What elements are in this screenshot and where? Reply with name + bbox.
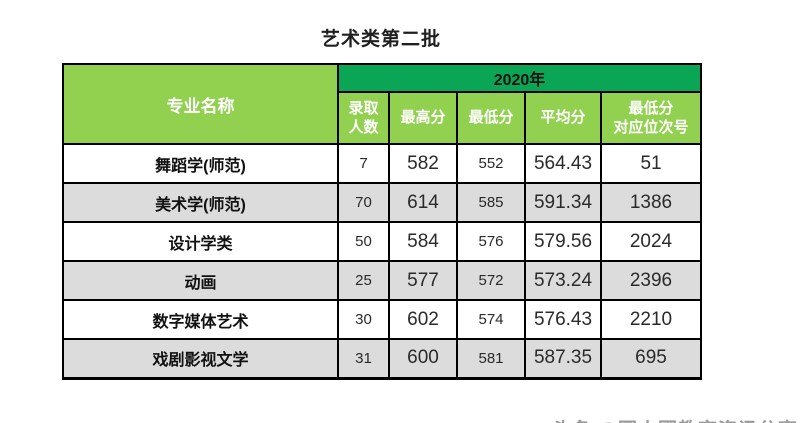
lowest-rank-cell: 2024 — [599, 221, 703, 262]
lowest-score-cell: 576 — [456, 221, 526, 262]
admission-scores-table: 专业名称 2020年 录取 人数 最高分 最低分 平均分 最低分 对应位次号 舞… — [62, 63, 703, 380]
average-score-cell: 576.43 — [524, 299, 602, 340]
table-header: 专业名称 2020年 录取 人数 最高分 最低分 平均分 最低分 对应位次号 — [62, 63, 703, 145]
highest-score-cell: 584 — [388, 221, 458, 262]
admitted-count-cell: 25 — [337, 260, 390, 301]
average-score-cell: 579.56 — [524, 221, 602, 262]
table-body: 舞蹈学(师范) 7 582 552 564.43 51 美术学(师范) 70 6… — [62, 143, 703, 379]
table-row: 戏剧影视文学 31 600 581 587.35 695 — [62, 338, 703, 379]
highest-score-cell: 577 — [388, 260, 458, 301]
header-row-metrics: 录取 人数 最高分 最低分 平均分 最低分 对应位次号 — [63, 91, 703, 145]
lowest-rank-cell: 2210 — [599, 299, 703, 340]
page-title: 艺术类第二批 — [320, 29, 441, 50]
average-score-header: 平均分 — [524, 91, 602, 145]
highest-score-cell: 602 — [388, 299, 458, 340]
table-row: 设计学类 50 584 576 579.56 2024 — [62, 221, 703, 262]
lowest-score-cell: 585 — [456, 182, 526, 223]
lowest-rank-header: 最低分 对应位次号 — [599, 91, 703, 145]
lowest-score-cell: 552 — [456, 143, 526, 184]
admitted-count-header: 录取 人数 — [337, 91, 390, 145]
lowest-score-header: 最低分 — [456, 91, 526, 145]
major-name-header: 专业名称 — [62, 63, 339, 145]
lowest-rank-cell: 2396 — [599, 260, 703, 301]
major-name-cell: 美术学(师范) — [62, 182, 339, 223]
major-name-cell: 戏剧影视文学 — [62, 338, 339, 379]
lowest-score-cell: 581 — [456, 338, 526, 379]
watermark: 头条 @圆小圈教育资讯分享 — [552, 415, 798, 423]
highest-score-cell: 600 — [388, 338, 458, 379]
highest-score-cell: 582 — [388, 143, 458, 184]
table-row: 动画 25 577 572 573.24 2396 — [62, 260, 703, 301]
admitted-count-cell: 30 — [337, 299, 390, 340]
highest-score-cell: 614 — [388, 182, 458, 223]
major-name-cell: 数字媒体艺术 — [62, 299, 339, 340]
table-row: 数字媒体艺术 30 602 574 576.43 2210 — [62, 299, 703, 340]
admitted-count-cell: 70 — [337, 182, 390, 223]
header-row-year: 专业名称 2020年 — [62, 63, 703, 145]
major-name-cell: 设计学类 — [62, 221, 339, 262]
major-name-cell: 动画 — [62, 260, 339, 301]
lowest-score-cell: 574 — [456, 299, 526, 340]
admitted-count-cell: 50 — [337, 221, 390, 262]
highest-score-header: 最高分 — [388, 91, 458, 145]
admitted-count-cell: 31 — [337, 338, 390, 379]
average-score-cell: 573.24 — [524, 260, 602, 301]
year-header: 2020年 — [336, 63, 703, 93]
lowest-rank-cell: 1386 — [599, 182, 703, 223]
average-score-cell: 591.34 — [524, 182, 602, 223]
lowest-score-cell: 572 — [456, 260, 526, 301]
table-row: 舞蹈学(师范) 7 582 552 564.43 51 — [62, 143, 703, 184]
table-row: 美术学(师范) 70 614 585 591.34 1386 — [62, 182, 703, 223]
lowest-rank-cell: 51 — [599, 143, 703, 184]
major-name-cell: 舞蹈学(师范) — [62, 143, 339, 184]
average-score-cell: 564.43 — [524, 143, 602, 184]
average-score-cell: 587.35 — [524, 338, 602, 379]
lowest-rank-cell: 695 — [599, 338, 703, 379]
admitted-count-cell: 7 — [337, 143, 390, 184]
